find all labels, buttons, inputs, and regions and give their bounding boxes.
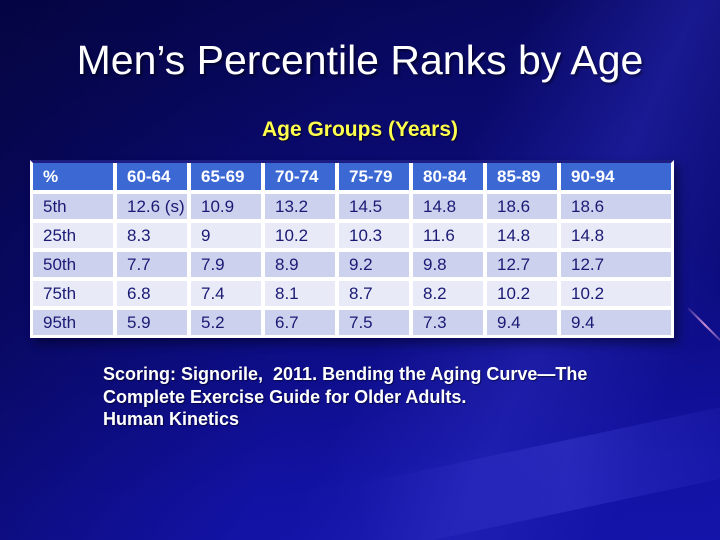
citation-line-3: Human Kinetics xyxy=(103,409,240,429)
row-label: 50th xyxy=(33,252,113,277)
column-header: 85-89 xyxy=(487,163,557,190)
table-value: 8.7 xyxy=(339,281,409,306)
table-value: 9.4 xyxy=(487,310,557,335)
table-value: 7.4 xyxy=(191,281,261,306)
column-header: 65-69 xyxy=(191,163,261,190)
table-value: 6.8 xyxy=(117,281,187,306)
table-value: 8.1 xyxy=(265,281,335,306)
slide-title: Men’s Percentile Ranks by Age xyxy=(76,37,644,83)
table-value: 8.9 xyxy=(265,252,335,277)
table-value: 12.7 xyxy=(561,252,671,277)
table-value: 11.6 xyxy=(413,223,483,248)
table-value: 10.2 xyxy=(561,281,671,306)
table-value: 18.6 xyxy=(487,194,557,219)
column-header: 80-84 xyxy=(413,163,483,190)
table-value: 12.7 xyxy=(487,252,557,277)
diagonal-line-decoration xyxy=(687,307,720,343)
column-header: 90-94 xyxy=(561,163,671,190)
table-value: 12.6 (s) xyxy=(117,194,187,219)
column-header: % xyxy=(33,163,113,190)
table-value: 7.5 xyxy=(339,310,409,335)
table-value: 9 xyxy=(191,223,261,248)
citation-line-1: Scoring: Signorile, 2011. Bending the Ag… xyxy=(103,364,588,384)
percentile-table: % 60-64 65-69 70-74 75-79 80-84 85-89 90-94 5th 1… xyxy=(30,160,674,338)
table-value: 14.8 xyxy=(413,194,483,219)
table-value: 14.5 xyxy=(339,194,409,219)
table-value: 5.9 xyxy=(117,310,187,335)
table-value: 6.7 xyxy=(265,310,335,335)
table-value: 10.2 xyxy=(265,223,335,248)
row-label: 75th xyxy=(33,281,113,306)
table-value: 8.3 xyxy=(117,223,187,248)
citation-block: Scoring: Signorile, 2011. Bending the Ag… xyxy=(103,363,663,431)
table-value: 13.2 xyxy=(265,194,335,219)
table-value: 18.6 xyxy=(561,194,671,219)
table-value: 8.2 xyxy=(413,281,483,306)
table-value: 9.8 xyxy=(413,252,483,277)
table-value: 14.8 xyxy=(487,223,557,248)
column-header: 75-79 xyxy=(339,163,409,190)
table-value: 14.8 xyxy=(561,223,671,248)
table-value: 9.4 xyxy=(561,310,671,335)
row-label: 5th xyxy=(33,194,113,219)
table-value: 10.2 xyxy=(487,281,557,306)
citation-line-2: Complete Exercise Guide for Older Adults… xyxy=(103,386,467,407)
row-label: 95th xyxy=(33,310,113,335)
column-header: 70-74 xyxy=(265,163,335,190)
table-value: 10.3 xyxy=(339,223,409,248)
table-value: 5.2 xyxy=(191,310,261,335)
column-header: 60-64 xyxy=(117,163,187,190)
table-value: 7.9 xyxy=(191,252,261,277)
table-value: 10.9 xyxy=(191,194,261,219)
table-value: 7.7 xyxy=(117,252,187,277)
table-value: 7.3 xyxy=(413,310,483,335)
table-caption: Age Groups (Years) xyxy=(261,118,459,141)
row-label: 25th xyxy=(33,223,113,248)
table-value: 9.2 xyxy=(339,252,409,277)
